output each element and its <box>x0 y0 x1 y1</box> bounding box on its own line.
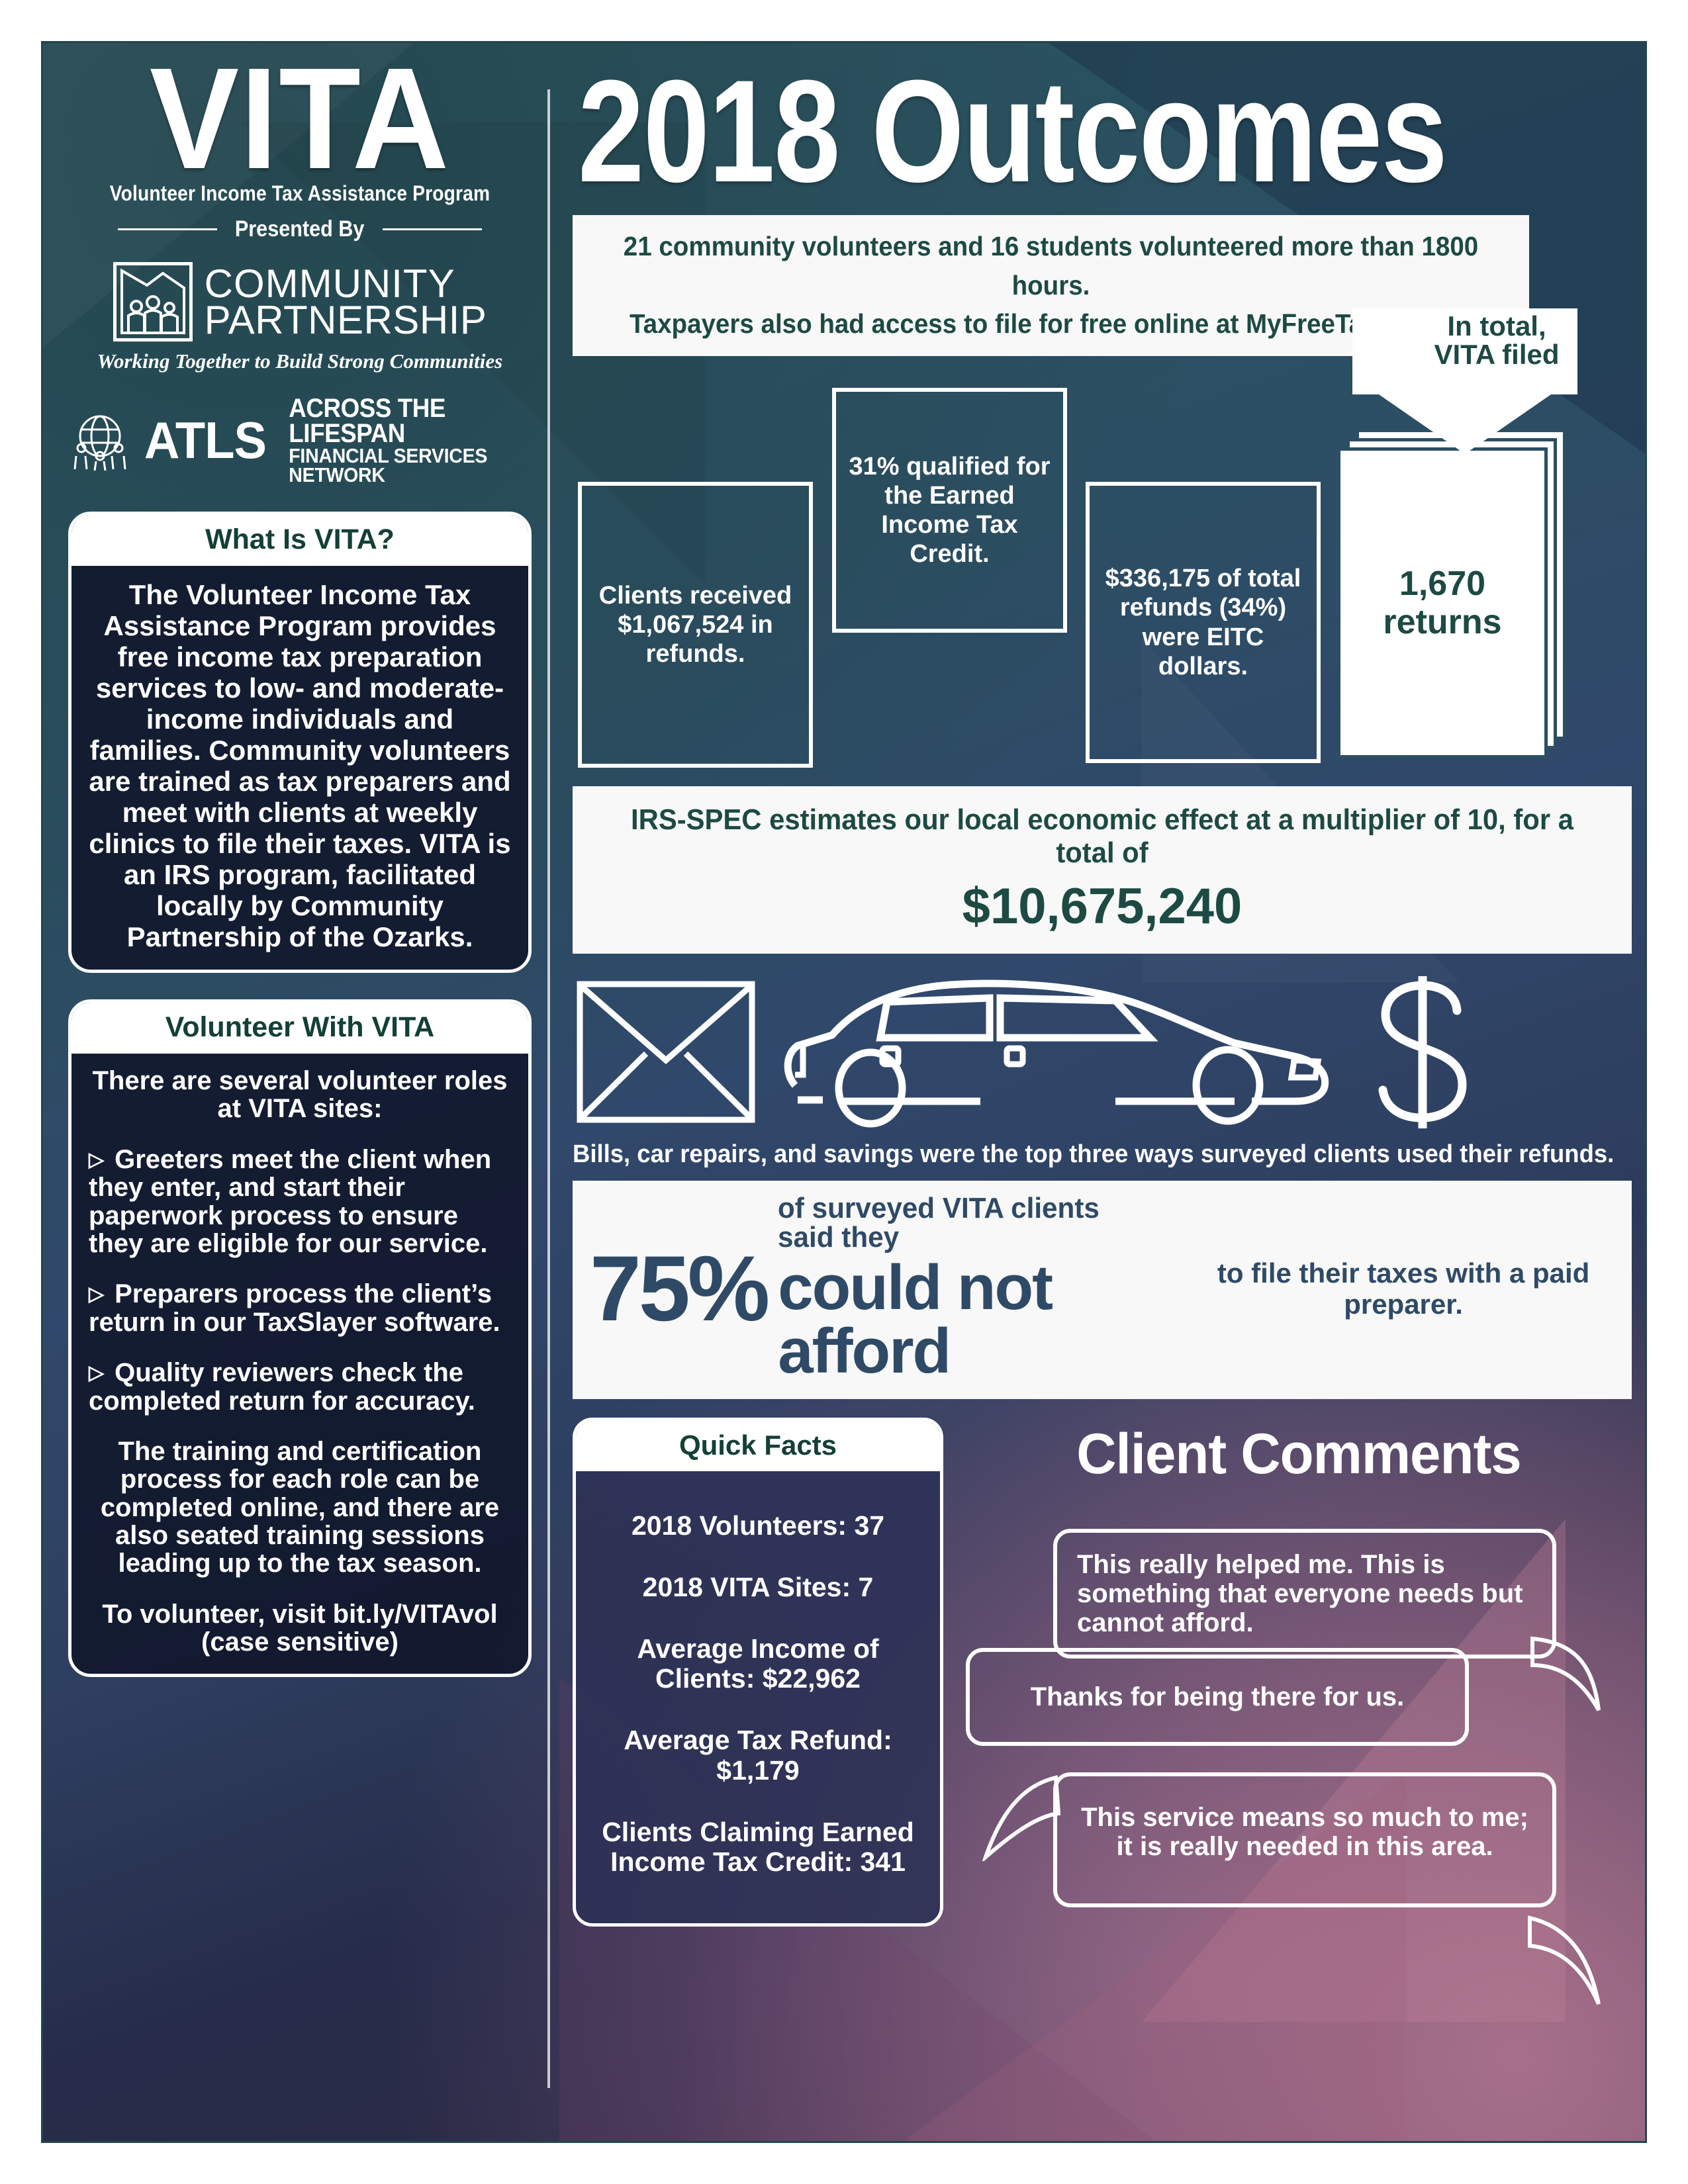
volunteer-training-text: The training and certification process f… <box>100 1436 500 1578</box>
quick-fact-item: Average Income of Clients: $22,962 <box>637 1633 879 1694</box>
arrow-label: In total, VITA filed <box>1434 310 1560 370</box>
intro-line-1: 21 community volunteers and 16 students … <box>623 231 1479 300</box>
multiplier-text: IRS-SPEC estimates our local economic ef… <box>631 803 1573 870</box>
volunteer-role-item: ▷ Preparers process the client’s return i… <box>89 1280 511 1336</box>
vita-subtitle: Volunteer Income Tax Assistance Program <box>109 181 491 205</box>
page-title: 2018 Outcomes <box>578 50 1448 212</box>
atls-line2: FINANCIAL SERVICES NETWORK <box>289 443 487 487</box>
stat-boxes-group: Clients received $1,067,524 in refunds. … <box>573 308 1632 780</box>
quick-fact-item: 2018 VITA Sites: 7 <box>642 1572 874 1603</box>
percent-statement: of surveyed VITA clients said they could… <box>778 1194 1175 1383</box>
quick-fact-item: Average Tax Refund: $1,179 <box>624 1725 892 1786</box>
quick-facts-column: Quick Facts 2018 Volunteers: 37 2018 VIT… <box>573 1418 943 1927</box>
bottom-section: Quick Facts 2018 Volunteers: 37 2018 VIT… <box>573 1418 1632 2005</box>
refund-usage-caption: Bills, car repairs, and savings were the… <box>573 1140 1615 1169</box>
volunteer-cta[interactable]: To volunteer, visit bit.ly/VITAvol (case… <box>89 1599 511 1657</box>
cp-name-line2: PARTNERSHIP <box>204 297 487 342</box>
percent-line-3: to file their taxes with a paid preparer… <box>1217 1257 1590 1320</box>
document-sheet <box>1337 447 1548 759</box>
atls-logo: ATLS ACROSS THE LIFESPAN FINANCIAL SERVI… <box>68 393 532 487</box>
volunteer-role-item: ▷ Quality reviewers check the completed r… <box>89 1359 511 1415</box>
globe-people-icon <box>68 408 132 472</box>
quick-facts-list: 2018 Volunteers: 37 2018 VITA Sites: 7 A… <box>576 1471 940 1923</box>
client-comments-title: Client Comments <box>1076 1422 1521 1486</box>
presented-by-row: Presented By <box>68 216 532 242</box>
volunteer-role-item: ▷ Greeters meet the client when they ente… <box>89 1146 511 1258</box>
cp-name: COMMUNITY PARTNERSHIP <box>204 261 487 342</box>
volunteer-with-vita-body: There are several volunteer roles at VIT… <box>71 1054 528 1674</box>
comment-bubble: This service means so much to me; it is … <box>1053 1772 1556 1908</box>
what-is-vita-card: What Is VITA? The Volunteer Income Tax A… <box>68 511 532 973</box>
volunteer-cta-line2: (case sensitive) <box>201 1627 399 1657</box>
speech-tail-icon <box>982 1775 1061 1862</box>
quick-fact-item: Clients Claiming Earned Income Tax Credi… <box>602 1816 914 1877</box>
envelope-icon <box>577 981 755 1126</box>
column-divider <box>547 89 550 2088</box>
triangle-bullet-icon: ▷ <box>89 1362 105 1385</box>
stat-box-eitc-qualified: 31% qualified for the Earned Income Tax … <box>832 388 1067 633</box>
volunteer-with-vita-title: Volunteer With VITA <box>71 1003 528 1054</box>
poster-canvas: VITA Volunteer Income Tax Assistance Pro… <box>41 41 1647 2143</box>
volunteer-role-text: Preparers process the client’s return in… <box>89 1279 500 1337</box>
down-arrow-callout: In total, VITA filed <box>1352 308 1577 455</box>
right-column: 2018 Outcomes 21 community volunteers an… <box>573 50 1632 2005</box>
refund-usage-icons <box>573 971 1632 1136</box>
returns-value: 1,670 returns <box>1383 564 1502 642</box>
atls-line1: ACROSS THE LIFESPAN <box>289 393 445 448</box>
percent-banner: 75% of surveyed VITA clients said they c… <box>573 1181 1632 1400</box>
percent-value: 75% <box>590 1236 770 1341</box>
volunteer-with-vita-card: Volunteer With VITA There are several vo… <box>68 999 532 1677</box>
volunteer-cta-line1[interactable]: To volunteer, visit bit.ly/VITAvol <box>102 1599 498 1629</box>
comment-bubble: Thanks for being there for us. <box>966 1648 1469 1747</box>
cp-emblem-icon <box>113 261 193 341</box>
speech-tail-icon <box>1528 1915 1601 2005</box>
quick-fact-item: 2018 Volunteers: 37 <box>631 1510 885 1541</box>
car-icon <box>771 974 1340 1133</box>
what-is-vita-body: The Volunteer Income Tax Assistance Prog… <box>89 578 511 952</box>
atls-wordmark: ATLS <box>144 410 267 469</box>
volunteer-role-text: Quality reviewers check the completed re… <box>89 1358 475 1416</box>
community-partnership-logo: COMMUNITY PARTNERSHIP <box>68 261 532 342</box>
triangle-bullet-icon: ▷ <box>89 1283 105 1306</box>
dollar-sign-icon <box>1356 970 1489 1138</box>
rule-left <box>118 228 218 230</box>
multiplier-value: $10,675,240 <box>962 878 1243 935</box>
quick-facts-card: Quick Facts 2018 Volunteers: 37 2018 VIT… <box>573 1418 943 1927</box>
what-is-vita-title: What Is VITA? <box>71 514 528 566</box>
document-stack-icon: 1,670 returns <box>1337 429 1575 766</box>
percent-line-2: could not afford <box>778 1252 1053 1387</box>
vita-wordmark: VITA <box>149 41 451 199</box>
stat-box-refunds: Clients received $1,067,524 in refunds. <box>578 482 813 768</box>
cp-tagline: Working Together to Build Strong Communi… <box>97 349 503 373</box>
volunteer-role-text: Greeters meet the client when they enter… <box>89 1144 492 1258</box>
client-comments-column: Client Comments This really helped me. T… <box>966 1418 1632 2005</box>
triangle-bullet-icon: ▷ <box>89 1148 105 1171</box>
intro-line-2: Taxpayers also had access to file for fr… <box>629 308 1473 339</box>
speech-tail-icon <box>1530 1636 1601 1711</box>
atls-subtitle: ACROSS THE LIFESPAN FINANCIAL SERVICES N… <box>279 393 532 487</box>
multiplier-banner: IRS-SPEC estimates our local economic ef… <box>573 786 1632 954</box>
rule-right <box>382 228 482 230</box>
left-column: VITA Volunteer Income Tax Assistance Pro… <box>68 41 532 1677</box>
down-arrow-icon <box>1352 308 1577 455</box>
cp-name-line1: COMMUNITY <box>204 261 455 306</box>
quick-facts-title: Quick Facts <box>576 1421 940 1472</box>
comment-bubble: This really helped me. This is something… <box>1053 1529 1556 1659</box>
presented-by-label: Presented By <box>235 216 365 242</box>
percent-line-1: of surveyed VITA clients said they <box>778 1192 1100 1254</box>
stat-box-eitc-dollars: $336,175 of total refunds (34%) were EIT… <box>1086 482 1321 764</box>
volunteer-lead: There are several volunteer roles at VIT… <box>92 1066 508 1124</box>
